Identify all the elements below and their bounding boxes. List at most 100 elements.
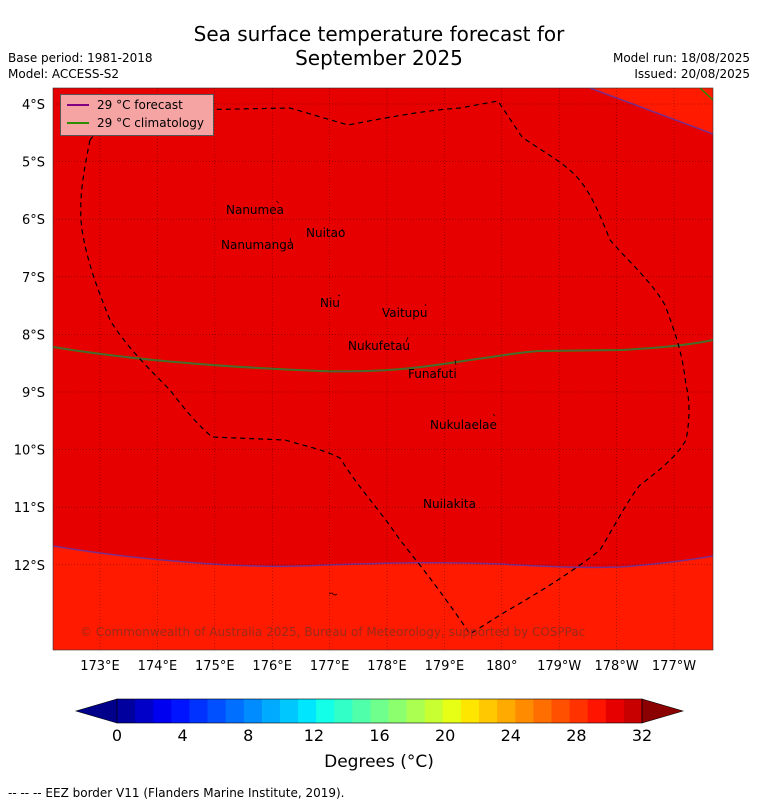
model-run: Model run: 18/08/2025 <box>612 51 750 65</box>
colorbar-segment <box>406 699 426 723</box>
model-name: Model: ACCESS-S2 <box>8 67 120 81</box>
island-label-nuilakita: Nuilakita <box>423 497 476 511</box>
colorbar-max-arrow <box>641 698 685 724</box>
colorbar-tick-label: 8 <box>243 726 253 745</box>
island-mark <box>492 413 496 417</box>
lat-label: 12°S <box>14 559 45 574</box>
colorbar-segment <box>207 699 227 723</box>
legend-forecast-label: 29 °C forecast <box>97 98 183 112</box>
climatology-contour-ne <box>699 88 713 101</box>
lon-label: 174°E <box>138 659 178 674</box>
island-label-niu: Niu <box>320 296 340 310</box>
island-mark <box>454 359 457 366</box>
colorbar-segment <box>189 699 209 723</box>
colorbar-segment <box>135 699 154 723</box>
lon-label: 178°W <box>595 659 639 674</box>
lon-label: 179°W <box>537 659 581 674</box>
island-label-nanumanga: Nanumanga <box>221 238 294 252</box>
colorbar-tick-label: 0 <box>112 726 122 745</box>
legend: 29 °C forecast 29 °C climatology <box>60 94 214 136</box>
colorbar-segment <box>279 699 299 723</box>
island-label-nukufetau: Nukufetau <box>348 339 410 353</box>
colorbar-frame <box>116 698 643 724</box>
map-frame <box>52 87 714 651</box>
colorbar-tick-label: 16 <box>369 726 389 745</box>
forecast-contour-mid <box>53 339 713 372</box>
colorbar-segment <box>424 699 444 723</box>
lat-label: 10°S <box>14 444 45 459</box>
colorbar <box>74 698 685 724</box>
legend-climatology-label: 29 °C climatology <box>97 116 205 130</box>
island-mark <box>337 294 341 297</box>
eez-footnote: -- -- -- EEZ border V11 (Flanders Marine… <box>8 786 345 800</box>
island-mark <box>341 228 345 233</box>
island-mark <box>405 336 409 343</box>
island-label-vaitupu: Vaitupu <box>382 306 428 320</box>
lon-label: 178°E <box>367 659 407 674</box>
colorbar-label: Degrees (°C) <box>324 752 434 772</box>
colorbar-tick-label: 32 <box>632 726 652 745</box>
graticule <box>53 88 713 650</box>
colorbar-segment <box>171 699 190 723</box>
map-area <box>53 88 713 650</box>
legend-forecast-line <box>67 104 89 106</box>
longitude-labels: 173°E 174°E 175°E 176°E 177°E 178°E 179°E 180° 1… <box>80 659 696 674</box>
colorbar-tick-label: 20 <box>435 726 455 745</box>
base-period: Base period: 1981-2018 <box>8 51 153 65</box>
colorbar-ticks: 0 4 8 12 16 20 24 28 32 <box>112 726 652 745</box>
colorbar-min-arrow <box>74 698 118 724</box>
island-label-nukulaelae: Nukulaelae <box>430 418 497 432</box>
colorbar-segment <box>298 699 317 723</box>
colorbar-tick-label: 4 <box>178 726 188 745</box>
island-label-nuitao: Nuitao <box>306 226 345 240</box>
island-mark <box>289 237 292 243</box>
lon-label: 175°E <box>195 659 235 674</box>
colorbar-segment <box>623 699 643 723</box>
legend-climatology: 29 °C climatology <box>67 116 204 130</box>
lon-label: 176°E <box>252 659 292 674</box>
copyright-notice: © Commonwealth of Australia 2025, Bureau… <box>80 625 585 639</box>
legend-climatology-line <box>67 122 89 124</box>
lat-label: 9°S <box>22 386 45 401</box>
lat-label: 5°S <box>22 156 45 171</box>
colorbar-segment <box>117 699 136 723</box>
colorbar-segment <box>352 699 371 723</box>
forecast-contour-south <box>53 545 713 569</box>
lon-label: 177°E <box>310 659 350 674</box>
island-mark <box>328 592 338 596</box>
colorbar-segment <box>587 699 607 723</box>
colorbar-segment <box>442 699 462 723</box>
lon-label: 180° <box>486 659 517 674</box>
colorbar-segment <box>497 699 516 723</box>
lat-label: 4°S <box>22 98 45 113</box>
island-marks <box>275 200 496 596</box>
lat-label: 8°S <box>22 328 45 343</box>
lon-label: 177°W <box>652 659 696 674</box>
colorbar-segment <box>225 699 245 723</box>
eez-border <box>80 100 690 635</box>
colorbar-segment <box>334 699 353 723</box>
colorbar-segment <box>370 699 390 723</box>
colorbar-segment <box>569 699 589 723</box>
island-mark <box>424 303 427 307</box>
latitude-labels: 4°S 5°S 6°S 7°S 8°S 9°S 10°S 11°S 12°S <box>14 98 45 574</box>
lat-label: 7°S <box>22 271 45 286</box>
lat-label: 6°S <box>22 213 45 228</box>
colorbar-segment <box>261 699 281 723</box>
issued-date: Issued: 20/08/2025 <box>634 67 750 81</box>
colorbar-segment <box>388 699 408 723</box>
colorbar-segment <box>316 699 335 723</box>
lat-label: 11°S <box>14 501 45 516</box>
colorbar-tick-label: 12 <box>304 726 324 745</box>
colorbar-tick-label: 28 <box>566 726 586 745</box>
colorbar-segment <box>605 699 625 723</box>
legend-forecast: 29 °C forecast <box>67 98 183 112</box>
colorbar-tick-label: 24 <box>501 726 521 745</box>
lon-label: 173°E <box>80 659 120 674</box>
lon-label: 179°E <box>425 659 465 674</box>
island-mark <box>275 200 280 204</box>
colorbar-segment <box>551 699 571 723</box>
island-label-funafuti: Funafuti <box>408 367 457 381</box>
title-line1: Sea surface temperature forecast for <box>193 22 565 46</box>
